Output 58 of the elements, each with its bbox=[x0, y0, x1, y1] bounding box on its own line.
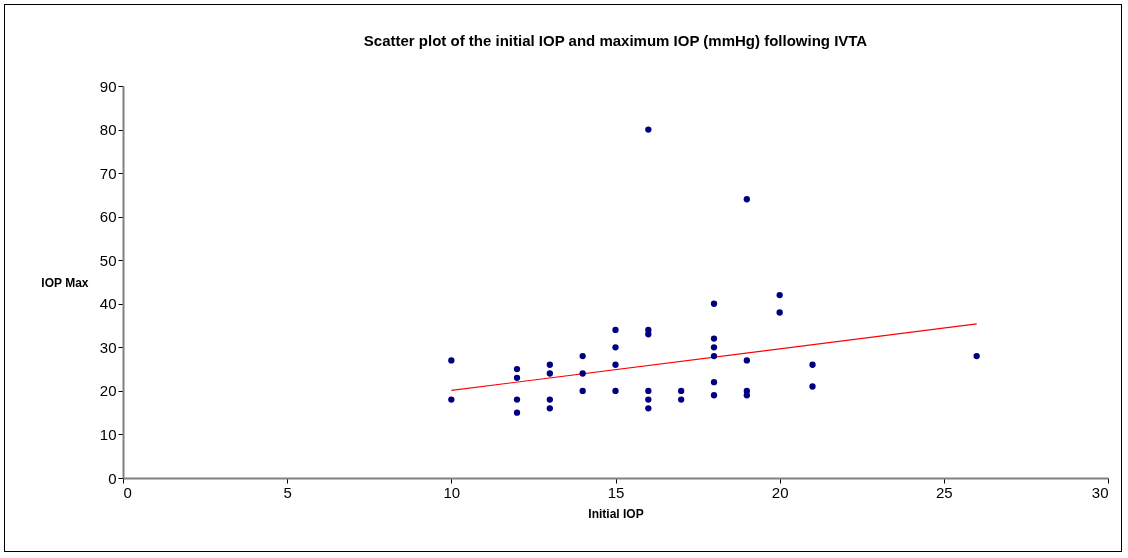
y-tick-label: 80 bbox=[99, 121, 117, 139]
point bbox=[513, 396, 521, 403]
x-tick-label: 30 bbox=[1091, 483, 1109, 501]
point bbox=[612, 387, 619, 395]
y-tick-label: 50 bbox=[99, 251, 117, 269]
x-axis-title: Initial IOP bbox=[588, 506, 644, 521]
point bbox=[645, 405, 652, 412]
point bbox=[612, 326, 619, 334]
point bbox=[612, 361, 619, 368]
point bbox=[776, 291, 783, 299]
point bbox=[645, 396, 652, 403]
point bbox=[579, 352, 586, 360]
point bbox=[645, 387, 652, 395]
y-tick-label: 70 bbox=[99, 164, 117, 182]
x-tick-label: 10 bbox=[443, 483, 461, 501]
x-tick-label: 25 bbox=[935, 483, 953, 501]
x-tick-label: 0 bbox=[123, 483, 132, 501]
point bbox=[579, 370, 586, 377]
point bbox=[513, 409, 521, 416]
point bbox=[743, 392, 750, 399]
point bbox=[546, 361, 553, 368]
x-tick-label: 20 bbox=[771, 483, 789, 501]
y-tick-label: 60 bbox=[99, 208, 117, 226]
y-tick-label: 20 bbox=[99, 382, 117, 400]
point bbox=[710, 300, 718, 307]
point bbox=[513, 374, 521, 381]
y-tick-label: 30 bbox=[99, 338, 117, 356]
y-tick-label: 90 bbox=[99, 77, 117, 95]
point bbox=[645, 331, 652, 338]
point bbox=[448, 396, 455, 403]
point bbox=[743, 196, 750, 203]
y-tick-label: 10 bbox=[99, 425, 117, 443]
point bbox=[776, 309, 783, 316]
point bbox=[513, 365, 521, 373]
point bbox=[546, 396, 553, 403]
x-tick-label: 5 bbox=[283, 483, 292, 501]
point bbox=[710, 352, 718, 360]
point bbox=[809, 383, 816, 390]
point bbox=[809, 361, 816, 368]
point bbox=[448, 357, 455, 364]
y-tick-label: 0 bbox=[108, 469, 117, 487]
point bbox=[710, 379, 718, 386]
y-axis-title: IOP Max bbox=[41, 275, 89, 290]
point bbox=[678, 387, 685, 395]
y-tick-label: 40 bbox=[99, 295, 117, 313]
point bbox=[579, 387, 586, 395]
point bbox=[678, 396, 685, 403]
point bbox=[546, 405, 553, 412]
point bbox=[612, 344, 619, 351]
point bbox=[710, 392, 718, 399]
point bbox=[973, 352, 980, 360]
point bbox=[645, 126, 652, 133]
point bbox=[546, 370, 553, 377]
x-tick-label: 15 bbox=[607, 483, 625, 501]
point bbox=[710, 344, 718, 351]
point bbox=[710, 335, 718, 342]
point bbox=[743, 357, 750, 364]
chart-title: Scatter plot of the initial IOP and maximum IOP (mmHg) following IVTA bbox=[363, 32, 868, 49]
